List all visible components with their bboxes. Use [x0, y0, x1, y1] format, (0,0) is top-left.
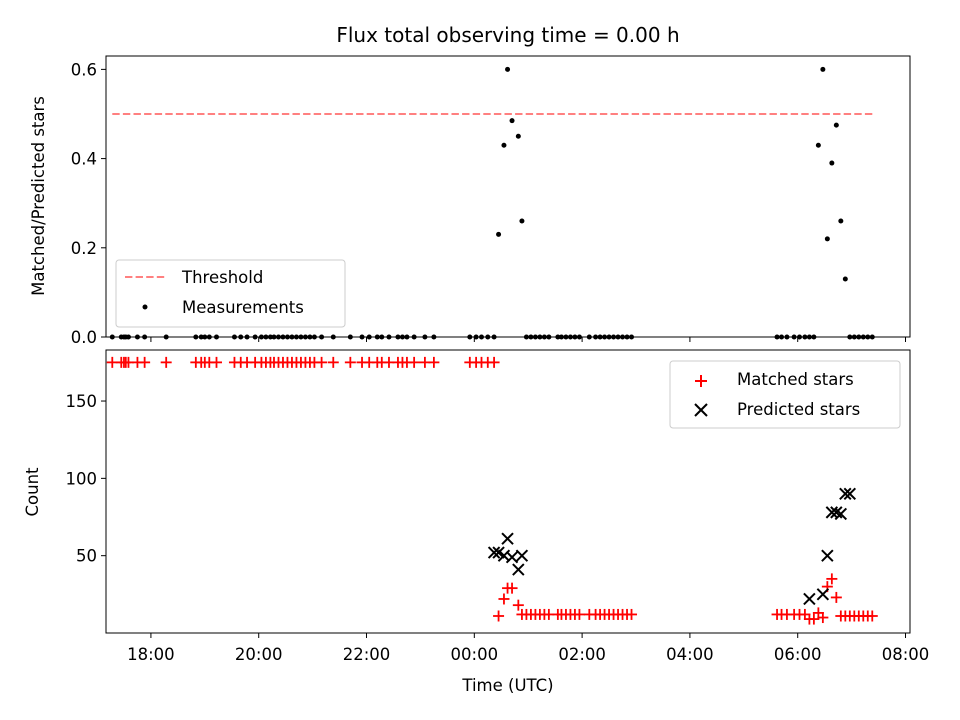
matched-star-marker — [139, 356, 151, 368]
bottom-x-ticks: 18:00 20:00 22:00 00:00 02:00 04:00 06:00 08:00 — [127, 633, 929, 664]
bottom-plot-frame — [105, 349, 911, 634]
predicted-star-marker — [515, 549, 529, 562]
measurement-point — [820, 66, 826, 72]
predicted-star-marker — [803, 592, 816, 606]
measurement-point — [815, 142, 821, 148]
top-panel: 0.0 0.2 0.4 0.6 Matched/Predicted stars Thr… — [29, 55, 911, 347]
measurement-point — [838, 218, 844, 224]
matched-star-marker — [808, 613, 820, 625]
bottom-legend-box — [669, 360, 901, 429]
matched-star-marker — [408, 356, 420, 368]
measurement-point — [501, 142, 507, 148]
matched-star-marker — [316, 356, 328, 368]
predicted-star-marker — [816, 588, 830, 601]
x-tick-label: 08:00 — [882, 645, 930, 664]
matched-star-marker — [817, 612, 829, 624]
bottom-y-axis-title: Count — [23, 467, 42, 517]
predicted-star-marker — [839, 487, 852, 501]
x-tick-label: 22:00 — [343, 645, 391, 664]
y-tick-label: 150 — [66, 392, 98, 411]
measurement-point — [824, 236, 830, 242]
predicted-star-marker — [505, 551, 519, 564]
predicted-star-marker — [501, 532, 514, 545]
x-tick-label: 06:00 — [774, 645, 822, 664]
bottom-legend: Matched stars Predicted stars — [669, 360, 901, 429]
matched-star-marker — [160, 356, 172, 368]
legend-threshold-label: Threshold — [181, 268, 263, 287]
x-tick-label: 00:00 — [451, 645, 499, 664]
matched-star-marker — [493, 610, 505, 622]
top-y-tick-label: 0.0 — [71, 328, 97, 347]
matched-star-marker — [826, 573, 838, 585]
matched-star-marker — [327, 356, 339, 368]
predicted-star-marker — [821, 549, 834, 562]
matched-star-marker — [506, 582, 518, 594]
y-tick-label: 100 — [66, 469, 98, 488]
matched-star-marker — [488, 356, 500, 368]
matched-star-marker — [512, 599, 524, 611]
x-tick-label: 20:00 — [235, 645, 283, 664]
matched-star-marker — [210, 356, 222, 368]
top-y-ticks: 0.0 0.2 0.4 0.6 — [71, 60, 106, 347]
x-axis-title: Time (UTC) — [461, 676, 553, 695]
matched-star-marker — [830, 591, 842, 603]
y-tick-label: 50 — [76, 547, 97, 566]
predicted-star-markers — [487, 487, 857, 606]
top-y-tick-label: 0.4 — [71, 150, 97, 169]
predicted-star-marker — [843, 487, 857, 501]
x-tick-label: 04:00 — [666, 645, 714, 664]
legend-predicted-label: Predicted stars — [737, 400, 860, 419]
measurement-point — [505, 66, 511, 72]
predicted-star-marker — [834, 507, 848, 521]
top-legend: Threshold Measurements — [115, 259, 346, 328]
legend-measurements-label: Measurements — [182, 298, 304, 317]
top-legend-box — [115, 259, 346, 328]
predicted-star-marker — [512, 563, 525, 576]
legend-matched-label: Matched stars — [737, 370, 854, 389]
matched-star-marker — [573, 608, 585, 620]
x-tick-label: 18:00 — [127, 645, 175, 664]
measurement-point — [842, 276, 848, 282]
matched-star-marker — [498, 593, 510, 605]
matched-star-marker — [866, 610, 878, 622]
matched-star-marker — [344, 356, 356, 368]
predicted-star-marker — [487, 546, 501, 559]
measurement-point — [496, 231, 502, 237]
bottom-y-ticks: 50 100 150 — [66, 392, 106, 566]
measurement-point — [519, 218, 525, 224]
top-y-axis-title: Matched/Predicted stars — [29, 96, 48, 296]
top-y-tick-label: 0.2 — [71, 239, 97, 258]
matched-star-markers — [106, 356, 878, 625]
measurement-point — [829, 160, 835, 166]
top-y-tick-label: 0.6 — [71, 60, 97, 79]
top-plot-frame — [105, 55, 911, 338]
legend-predicted-swatch — [694, 403, 708, 417]
legend-matched-swatch — [695, 375, 707, 387]
measurement-point — [509, 118, 515, 124]
x-tick-label: 02:00 — [558, 645, 606, 664]
matched-star-marker — [626, 608, 638, 620]
legend-measurements-swatch — [142, 304, 148, 310]
measurement-point — [515, 133, 521, 139]
matched-star-marker — [428, 356, 440, 368]
bottom-panel: 50 100 150 18:00 20:00 22:00 00:00 02:00 04:00 0… — [23, 349, 929, 695]
measurement-point — [833, 122, 839, 128]
chart-title: Flux total observing time = 0.00 h — [336, 23, 679, 47]
